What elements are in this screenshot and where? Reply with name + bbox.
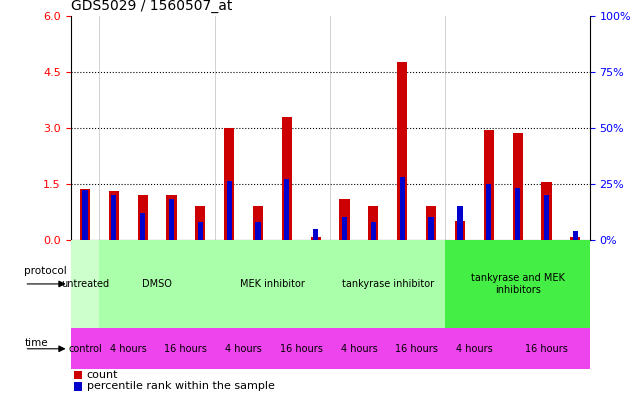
Bar bbox=[570, 237, 580, 240]
Bar bbox=[330, 240, 445, 328]
Bar bbox=[542, 182, 551, 240]
Bar bbox=[544, 195, 549, 240]
Text: GSM1340537: GSM1340537 bbox=[542, 242, 551, 303]
Text: count: count bbox=[87, 369, 119, 380]
Text: MEK inhibitor: MEK inhibitor bbox=[240, 279, 305, 289]
Bar bbox=[457, 206, 463, 240]
Bar bbox=[445, 328, 503, 369]
Bar bbox=[340, 198, 349, 240]
Text: GSM1340531: GSM1340531 bbox=[196, 242, 205, 303]
Text: tankyrase inhibitor: tankyrase inhibitor bbox=[342, 279, 434, 289]
Bar bbox=[397, 62, 407, 240]
Text: DMSO: DMSO bbox=[142, 279, 172, 289]
Bar bbox=[255, 222, 261, 240]
Bar bbox=[572, 231, 578, 240]
Bar bbox=[226, 182, 232, 240]
Text: GSM1340528: GSM1340528 bbox=[282, 242, 292, 303]
Bar bbox=[313, 228, 319, 240]
Text: GSM1340526: GSM1340526 bbox=[397, 242, 407, 303]
Bar bbox=[157, 328, 215, 369]
Bar bbox=[513, 133, 522, 240]
Bar bbox=[428, 217, 434, 240]
Text: GSM1340535: GSM1340535 bbox=[311, 242, 320, 303]
Bar bbox=[197, 222, 203, 240]
Text: tankyrase and MEK
inhibitors: tankyrase and MEK inhibitors bbox=[470, 273, 565, 295]
Text: time: time bbox=[24, 338, 48, 347]
Text: GSM1340521: GSM1340521 bbox=[80, 242, 90, 303]
Bar bbox=[388, 328, 445, 369]
Bar bbox=[484, 130, 494, 240]
Bar bbox=[109, 191, 119, 240]
Text: GSM1340536: GSM1340536 bbox=[340, 242, 349, 303]
Bar bbox=[99, 328, 157, 369]
Bar bbox=[71, 328, 99, 369]
Text: GSM1340534: GSM1340534 bbox=[455, 242, 465, 303]
Text: 16 hours: 16 hours bbox=[165, 344, 207, 354]
Text: 4 hours: 4 hours bbox=[225, 344, 262, 354]
Bar bbox=[71, 240, 99, 328]
Bar bbox=[74, 371, 82, 379]
Bar bbox=[169, 199, 174, 240]
Text: percentile rank within the sample: percentile rank within the sample bbox=[87, 381, 275, 391]
Text: protocol: protocol bbox=[24, 266, 67, 275]
Bar bbox=[455, 221, 465, 240]
Text: control: control bbox=[68, 344, 102, 354]
Bar bbox=[167, 195, 176, 240]
Bar bbox=[80, 189, 90, 240]
Bar bbox=[503, 328, 590, 369]
Bar bbox=[486, 184, 492, 240]
Bar bbox=[311, 237, 320, 240]
Bar bbox=[282, 116, 292, 240]
Bar bbox=[224, 128, 234, 240]
Bar bbox=[330, 328, 388, 369]
Bar bbox=[342, 217, 347, 240]
Text: GSM1340522: GSM1340522 bbox=[109, 242, 119, 303]
Bar bbox=[99, 240, 215, 328]
Bar bbox=[138, 195, 147, 240]
Bar bbox=[111, 195, 117, 240]
Text: 16 hours: 16 hours bbox=[280, 344, 322, 354]
Text: GSM1340524: GSM1340524 bbox=[167, 242, 176, 303]
Bar bbox=[82, 191, 88, 240]
Text: GSM1340538: GSM1340538 bbox=[570, 242, 580, 303]
Bar bbox=[215, 240, 330, 328]
Bar bbox=[515, 188, 520, 240]
Bar bbox=[445, 240, 590, 328]
Text: untreated: untreated bbox=[61, 279, 109, 289]
Bar bbox=[74, 382, 82, 391]
Text: GSM1340532: GSM1340532 bbox=[224, 242, 234, 303]
Bar bbox=[272, 328, 330, 369]
Text: 4 hours: 4 hours bbox=[110, 344, 147, 354]
Bar bbox=[196, 206, 205, 240]
Bar bbox=[369, 206, 378, 240]
Bar bbox=[426, 206, 436, 240]
Text: 4 hours: 4 hours bbox=[456, 344, 493, 354]
Text: GSM1340529: GSM1340529 bbox=[484, 242, 494, 303]
Text: GDS5029 / 1560507_at: GDS5029 / 1560507_at bbox=[71, 0, 232, 13]
Text: GSM1340523: GSM1340523 bbox=[138, 242, 147, 303]
Text: GSM1340527: GSM1340527 bbox=[253, 242, 263, 303]
Bar bbox=[284, 179, 290, 240]
Text: GSM1340533: GSM1340533 bbox=[426, 242, 436, 303]
Text: GSM1340525: GSM1340525 bbox=[369, 242, 378, 303]
Text: 16 hours: 16 hours bbox=[395, 344, 438, 354]
Text: GSM1340530: GSM1340530 bbox=[513, 242, 522, 303]
Text: 16 hours: 16 hours bbox=[525, 344, 568, 354]
Bar bbox=[215, 328, 272, 369]
Text: 4 hours: 4 hours bbox=[340, 344, 378, 354]
Bar bbox=[370, 222, 376, 240]
Bar bbox=[253, 206, 263, 240]
Bar bbox=[399, 177, 405, 240]
Bar bbox=[140, 213, 146, 240]
